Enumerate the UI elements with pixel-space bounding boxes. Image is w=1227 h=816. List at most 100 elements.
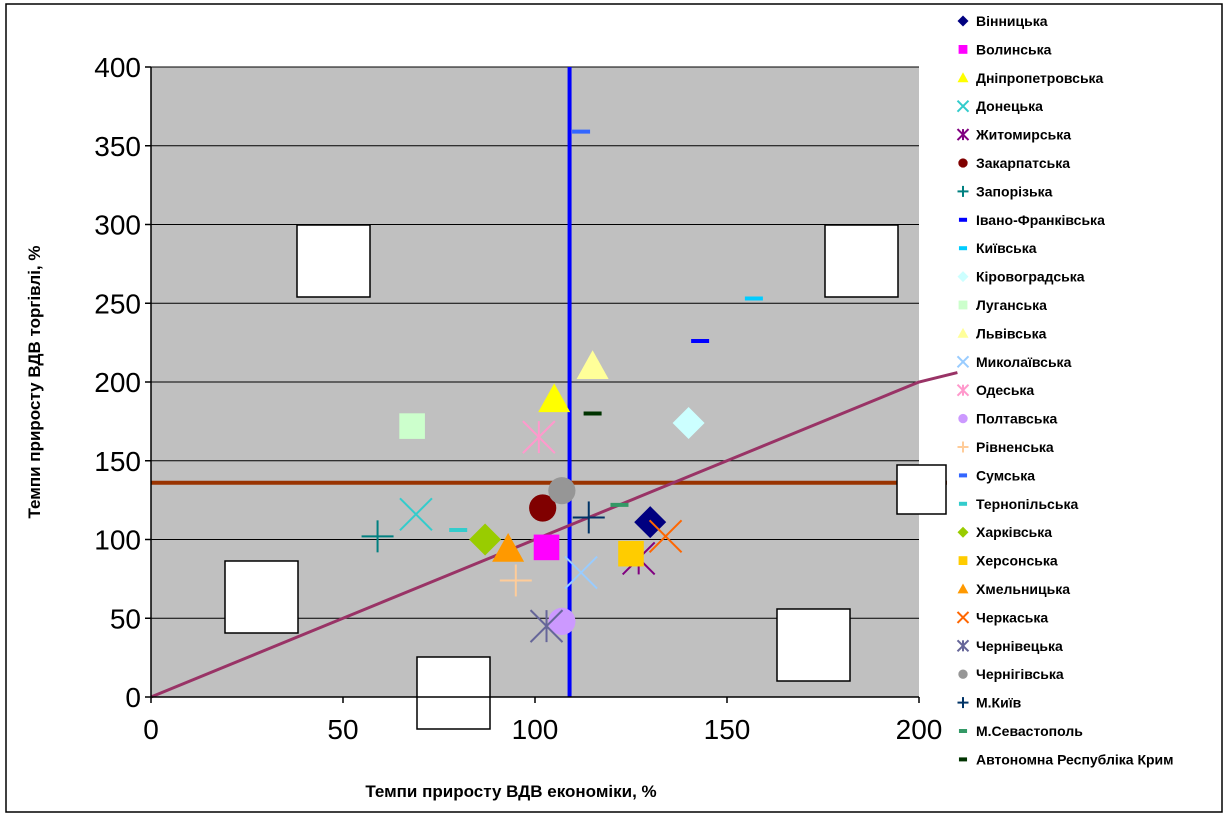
y-tick-label: 250 [94,288,141,319]
legend-item-рівненська: Рівненська [957,439,1054,455]
legend-label: Автономна Республіка Крим [976,751,1174,767]
data-point-миколаївська [564,555,598,590]
data-point-чернівецька [529,609,564,643]
x-tick-label: 50 [327,714,358,745]
data-point-чернігівська [548,477,576,505]
quadrant-box [224,560,299,634]
x-axis-title: Темпи приросту ВДВ економіки, % [365,782,656,801]
x-tick-label: 100 [512,714,559,745]
data-point-полтавська [548,607,576,636]
quadrant-box [776,608,851,682]
legend: Вінницька Волинська Дніпропетровська Донець… [956,13,1174,767]
legend-label: М.Севастополь [976,723,1083,739]
legend-label: Львівська [976,325,1047,341]
legend-label: Хмельницька [976,581,1070,597]
legend-label: Закарпатська [976,155,1070,171]
legend-label: Рівненська [976,439,1054,455]
data-point-одеська [522,420,556,454]
legend-label: Київська [976,240,1037,256]
legend-item-донецька: Донецька [956,98,1043,114]
legend-label: М.Київ [976,695,1022,711]
legend-item-сумська: Сумська [958,467,1035,483]
y-tick-label: 100 [94,525,141,556]
data-point-запорізька [361,520,394,553]
legend-label: Житомирська [975,127,1071,143]
reference-lines [150,67,958,699]
legend-label: Черкаська [976,609,1048,625]
legend-item-запорізька: Запорізька [957,183,1053,199]
legend-label: Івано-Франківська [976,212,1105,228]
data-point-закарпатська [529,494,557,522]
legend-label: Одеська [976,382,1034,398]
data-point-донецька [399,497,433,532]
legend-item-волинська: Волинська [958,41,1052,57]
y-tick-label: 0 [125,682,141,713]
data-point-луганська [399,413,425,439]
legend-item-чернівецька: Чернівецька [956,638,1063,654]
data-point-кіровоградська [672,406,705,439]
y-tick-label: 50 [110,603,141,634]
legend-label: Запорізька [976,183,1053,199]
data-point-волинська [533,534,560,561]
legend-item-тернопільська: Тернопільська [958,496,1078,512]
data-point-дніпропетровська [538,383,571,413]
x-tick-label: 150 [704,714,751,745]
legend-item-черкаська: Черкаська [956,609,1048,625]
legend-item-хмельницька: Хмельницька [957,581,1070,597]
legend-item-миколаївська: Миколаївська [956,354,1072,370]
y-tick-label: 300 [94,210,141,241]
gridlines [151,66,919,619]
data-point-черкаська [648,519,683,554]
y-axis-title: Темпи приросту ВДВ торгівлі, % [25,246,44,519]
legend-label: Луганська [976,297,1047,313]
legend-label: Чернівецька [976,638,1063,654]
legend-item-київська: Київська [958,240,1037,256]
quadrant-label-boxes [224,224,947,730]
data-point-харківська [469,523,502,556]
legend-label: Чернігівська [976,666,1064,682]
legend-label: Херсонська [976,553,1058,569]
data-point-львівська [576,350,609,380]
x-tick-label: 200 [896,714,943,745]
data-point-хмельницька [492,532,525,562]
legend-label: Донецька [976,98,1043,114]
legend-label: Дніпропетровська [976,70,1104,86]
legend-label: Волинська [976,41,1052,57]
legend-label: Кіровоградська [976,269,1085,285]
legend-item-чернігівська: Чернігівська [958,666,1064,682]
legend-item-м-київ: М.Київ [957,695,1022,711]
y-tick-label: 150 [94,446,141,477]
legend-label: Тернопільська [976,496,1078,512]
legend-item-херсонська: Херсонська [958,553,1058,569]
legend-item-одеська: Одеська [956,382,1034,398]
data-point-м-київ [572,501,605,534]
legend-label: Сумська [976,467,1035,483]
legend-item-дніпропетровська: Дніпропетровська [957,70,1104,86]
quadrant-box [824,224,899,298]
legend-item-закарпатська: Закарпатська [958,155,1070,171]
legend-item-автономна-республіка-крим: Автономна Республіка Крим [958,751,1174,767]
quadrant-box [296,224,371,298]
data-point-херсонська [618,540,644,567]
legend-item-луганська: Луганська [958,297,1047,313]
legend-item-харківська: Харківська [957,524,1052,540]
quadrant-box [416,656,491,730]
quadrant-box [896,464,947,515]
axis-ticks: 0 50 100 150 200 0 50 100 150 200 250 300 350 400 [94,52,942,745]
legend-item-львівська: Львівська [957,325,1047,341]
legend-item-вінницька: Вінницька [957,13,1048,29]
legend-item-кіровоградська: Кіровоградська [957,269,1085,285]
legend-item-полтавська: Полтавська [958,411,1057,427]
y-tick-label: 200 [94,367,141,398]
legend-item-м-севастополь: М.Севастополь [958,723,1083,739]
x-tick-label: 0 [143,714,159,745]
legend-label: Вінницька [976,13,1048,29]
reference-line-diagonal [150,371,958,699]
legend-label: Миколаївська [976,354,1072,370]
y-tick-label: 350 [94,131,141,162]
legend-label: Харківська [976,524,1052,540]
y-tick-label: 400 [94,52,141,83]
data-points [361,129,763,643]
legend-label: Полтавська [976,411,1057,427]
